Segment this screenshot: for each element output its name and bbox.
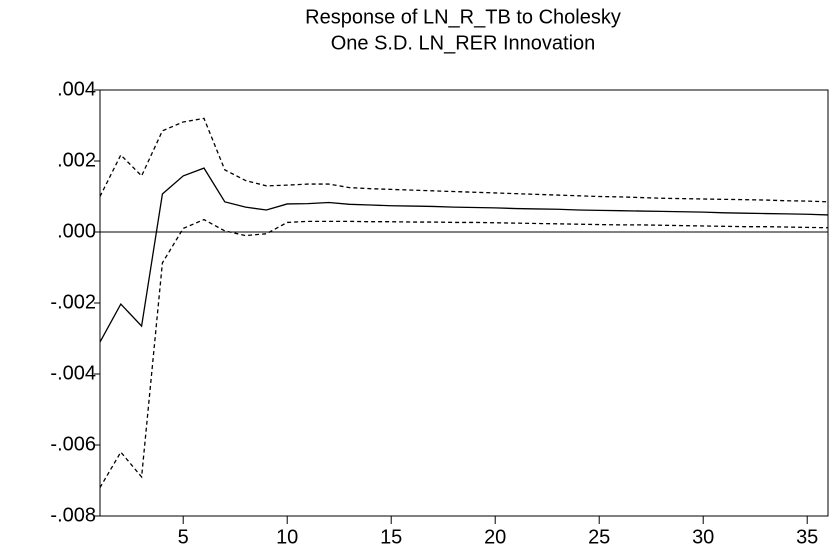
- x-tick-label: 30: [692, 526, 714, 548]
- confidence-band: [99, 218, 829, 488]
- plot-frame: [99, 89, 829, 517]
- x-tick-label: 15: [380, 526, 402, 548]
- y-tick-label: .004: [57, 78, 96, 100]
- y-tick-label: -.006: [50, 433, 96, 455]
- response-line: [99, 167, 829, 343]
- y-tick-label: -.004: [50, 362, 96, 384]
- x-tick-label: 25: [588, 526, 610, 548]
- chart-title: One S.D. LN_RER Innovation: [331, 32, 596, 54]
- confidence-band: [99, 117, 829, 203]
- x-tick-label: 10: [276, 526, 298, 548]
- x-tick-label: 5: [178, 526, 189, 548]
- y-tick-label: .002: [57, 149, 96, 171]
- y-tick-label: .000: [57, 220, 96, 242]
- y-tick-label: -.002: [50, 291, 96, 313]
- x-tick-label: 20: [484, 526, 506, 548]
- x-tick-label: 35: [796, 526, 818, 548]
- y-tick-label: -.008: [50, 504, 96, 526]
- chart-title: Response of LN_R_TB to Cholesky: [305, 6, 621, 28]
